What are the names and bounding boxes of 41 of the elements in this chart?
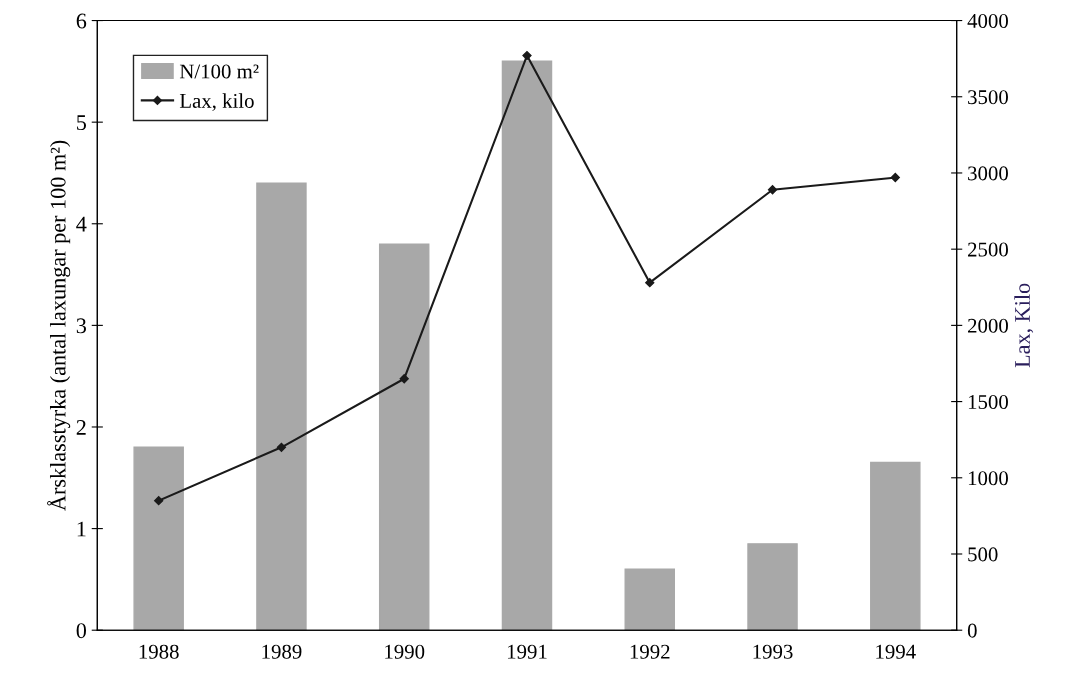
y2-tick-label: 3500 [968,90,1008,105]
x-tick-label: 1990 [385,644,425,659]
y-tick-label: 0 [76,623,87,639]
x-tick-label: 1991 [507,644,547,659]
bar [624,568,676,631]
point [767,185,778,195]
x-tick-label: 1988 [139,644,179,659]
y-tick-label: 3 [76,318,87,334]
point [399,374,409,384]
y2-tick-label: 500 [968,547,998,562]
y2-tick-label: 0 [967,623,977,638]
point [276,442,287,452]
y-axis-title: Årsklasstyrka (antal laxungar per 100 m²) [47,140,71,511]
y-tick-label: 1 [77,521,86,537]
legend-label: N/100 m² [179,64,259,79]
bar [256,182,307,631]
y-tick-label: 4 [76,216,87,232]
x-tick-label: 1992 [630,644,670,659]
point [890,172,900,183]
y-tick-label: 6 [76,13,87,29]
y2-tick-label: 2500 [968,242,1008,257]
y2-tick-label: 2000 [968,318,1008,333]
bar [747,543,798,631]
point [645,278,655,288]
x-tick-label: 1989 [262,644,302,659]
x-tick-label: 1994 [876,644,916,659]
y2-tick-label: 1500 [968,394,1008,410]
y2-axis-title: Lax, Kilo [1014,283,1034,368]
bar [378,243,430,631]
y-tick-label: 2 [76,419,86,435]
y2-tick-label: 3000 [968,166,1008,181]
point [522,50,532,61]
y2-tick-label: 4000 [967,13,1008,28]
bar [501,60,553,631]
point [154,496,164,506]
x-tick-label: 1993 [753,644,793,659]
bar [870,461,921,631]
bar [133,446,184,631]
y-tick-label: 5 [77,115,87,131]
y2-tick-label: 1000 [968,471,1008,486]
legend-label: Lax, kilo [179,93,254,111]
